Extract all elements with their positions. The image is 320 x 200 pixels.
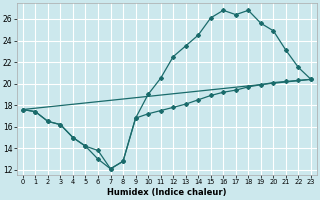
X-axis label: Humidex (Indice chaleur): Humidex (Indice chaleur) — [107, 188, 227, 197]
